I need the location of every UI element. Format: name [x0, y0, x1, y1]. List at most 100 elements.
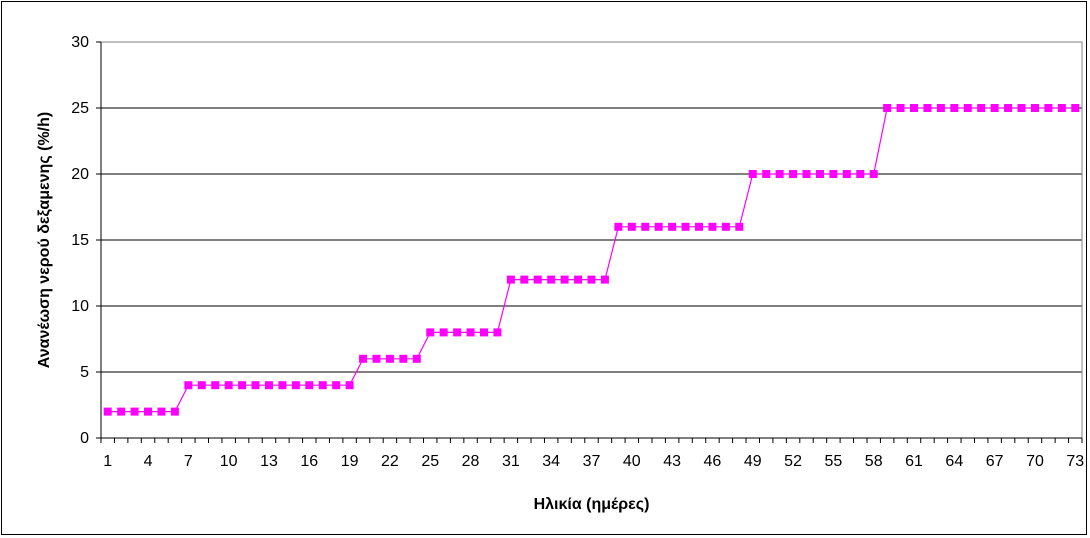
data-point	[305, 381, 314, 390]
x-tick-label: 52	[784, 453, 802, 470]
x-tick-label: 43	[663, 453, 681, 470]
x-tick-label: 67	[986, 453, 1004, 470]
data-point	[533, 275, 542, 284]
x-tick-label: 34	[542, 453, 560, 470]
data-point	[869, 170, 878, 178]
data-point	[251, 381, 260, 390]
data-point	[560, 275, 569, 284]
x-tick-label: 22	[381, 453, 399, 470]
data-point	[654, 222, 663, 231]
data-point	[264, 381, 273, 390]
x-tick-label: 13	[260, 453, 278, 470]
data-point	[721, 222, 730, 231]
data-point	[641, 222, 650, 231]
x-tick-label: 1	[103, 453, 112, 470]
data-point	[1071, 104, 1080, 112]
data-point	[466, 328, 475, 337]
data-point	[990, 104, 999, 112]
data-point	[157, 407, 166, 416]
data-point	[614, 222, 623, 231]
y-tick-label: 25	[71, 100, 89, 117]
data-point	[735, 222, 744, 231]
data-point	[439, 328, 448, 337]
data-point	[977, 104, 986, 112]
x-tick-label: 55	[824, 453, 842, 470]
data-point	[426, 328, 435, 337]
y-tick-label: 5	[80, 364, 89, 381]
data-point	[520, 275, 529, 284]
data-point	[547, 275, 556, 284]
data-point	[103, 407, 112, 416]
data-point	[883, 104, 892, 112]
data-point	[238, 381, 247, 390]
data-point	[856, 170, 865, 178]
data-point	[668, 222, 677, 231]
data-point	[291, 381, 300, 390]
data-point	[1004, 104, 1013, 112]
y-tick-label: 0	[80, 430, 89, 447]
y-tick-label: 15	[71, 232, 89, 249]
x-axis-title: Ηλικία (ημέρες)	[534, 496, 650, 513]
data-point	[910, 104, 919, 112]
data-point	[963, 104, 972, 112]
data-point	[748, 170, 757, 178]
x-tick-label: 58	[865, 453, 883, 470]
data-point	[815, 170, 824, 178]
data-point	[197, 381, 206, 390]
data-point	[1030, 104, 1039, 112]
data-point	[936, 104, 945, 112]
x-tick-label: 16	[300, 453, 318, 470]
data-point	[681, 222, 690, 231]
y-tick-labels: 0 5 10 15 20 25 30	[71, 34, 89, 447]
data-point	[829, 170, 838, 178]
data-point	[453, 328, 462, 337]
data-point	[399, 354, 408, 363]
y-tick-label: 30	[71, 34, 89, 51]
x-tick-label: 31	[502, 453, 520, 470]
data-point	[802, 170, 811, 178]
x-tick-label: 70	[1026, 453, 1044, 470]
data-point	[1057, 104, 1066, 112]
data-point	[493, 328, 502, 337]
y-tick-label: 10	[71, 298, 89, 315]
x-tick-label: 10	[220, 453, 238, 470]
data-point	[479, 328, 488, 337]
data-point	[1044, 104, 1053, 112]
data-point	[574, 275, 583, 284]
x-tick-label: 28	[462, 453, 480, 470]
data-point	[278, 381, 287, 390]
data-point	[762, 170, 771, 178]
x-tick-label: 40	[623, 453, 641, 470]
series	[103, 104, 1080, 416]
data-point	[627, 222, 636, 231]
axes	[96, 41, 1083, 443]
x-tick-label: 4	[144, 453, 153, 470]
x-tick-label: 46	[704, 453, 722, 470]
x-tick-label: 73	[1066, 453, 1084, 470]
data-point	[506, 275, 515, 284]
data-point	[587, 275, 596, 284]
data-point	[695, 222, 704, 231]
data-point	[211, 381, 220, 390]
data-point	[170, 407, 179, 416]
data-point	[130, 407, 139, 416]
data-point	[896, 104, 905, 112]
data-point	[775, 170, 784, 178]
data-point	[708, 222, 717, 231]
x-tick-label: 64	[945, 453, 963, 470]
data-point	[345, 381, 354, 390]
series-line	[107, 107, 1076, 413]
x-tick-label: 37	[583, 453, 601, 470]
data-point	[224, 381, 233, 390]
x-tick-label: 49	[744, 453, 762, 470]
x-tick-labels: 1 4 7 10 13 16 19 22 25 28 31 34 37 40 43 46 49 52 55 58 61 6…	[103, 453, 1084, 470]
y-tick-label: 20	[71, 166, 89, 183]
data-point	[1017, 104, 1026, 112]
gridlines	[101, 41, 1082, 373]
data-point	[318, 381, 327, 390]
x-tick-label: 19	[341, 453, 359, 470]
data-point	[950, 104, 959, 112]
x-tick-label: 61	[905, 453, 923, 470]
